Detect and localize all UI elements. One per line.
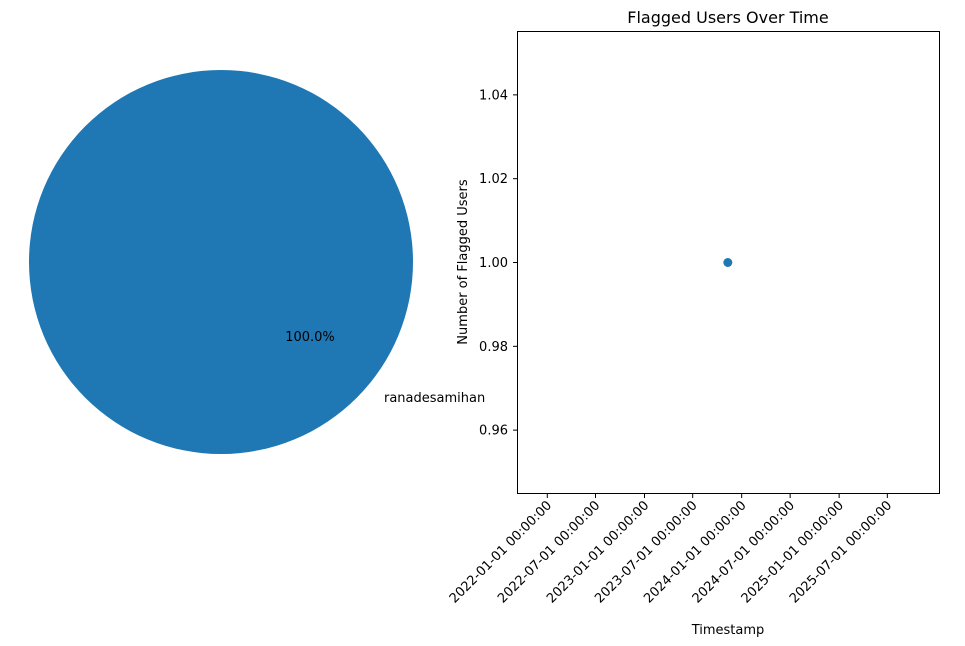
plot-frame [517, 31, 940, 494]
pie-slice-percent-label: 100.0% [285, 330, 335, 345]
y-tick-label: 1.02 [479, 172, 508, 187]
y-tick-label: 0.98 [479, 340, 508, 355]
y-tick-label: 1.00 [479, 256, 508, 271]
pie-slice-label: ranadesamihan [384, 391, 485, 406]
chart-title: Flagged Users Over Time [627, 8, 828, 27]
data-point [723, 258, 733, 267]
pie-slice [29, 70, 413, 454]
y-axis-label: Number of Flagged Users [456, 179, 471, 345]
data-points [723, 258, 733, 267]
x-axis-label: Timestamp [691, 623, 765, 638]
y-tick-label: 1.04 [479, 88, 508, 103]
y-tick-label: 0.96 [479, 424, 508, 439]
pie-chart: 100.0% ranadesamihan [29, 70, 485, 454]
y-axis-ticks: 0.96 0.98 1.00 1.02 1.04 [479, 88, 518, 439]
